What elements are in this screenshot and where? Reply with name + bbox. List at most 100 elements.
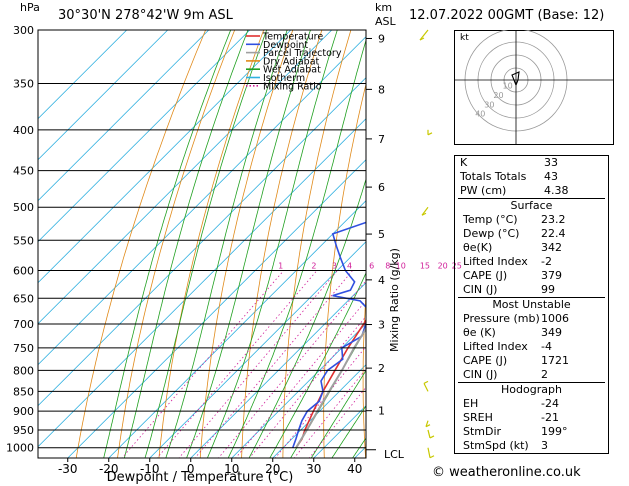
pressure-tick-label: 400 (13, 124, 34, 137)
legend-item-temperature: Temperature (262, 32, 323, 43)
km-tick-label: 1 (378, 405, 385, 418)
most-unstable-value: -4 (541, 340, 552, 353)
mixing-ratio-tick-label: 20 (438, 262, 448, 271)
legend-item-mixing-ratio: Mixing Ratio (263, 81, 322, 92)
surface-row: CAPE (J) 379 (458, 269, 605, 283)
surface-label: Lifted Index (463, 255, 528, 268)
index-label: Totals Totals (460, 170, 527, 183)
km-tick-label: 4 (378, 274, 385, 287)
datetime-title: 12.07.2022 00GMT (Base: 12) (409, 8, 605, 23)
hodo-ring-label: 30 (484, 100, 494, 109)
pressure-tick-label: 1000 (6, 442, 34, 455)
isotherm-line (38, 30, 128, 120)
series-temperature (295, 318, 366, 449)
surface-label: Dewp (°C) (463, 227, 520, 240)
hodograph-label: EH (463, 397, 479, 410)
mixing-ratio-tick-label: 4 (347, 262, 352, 271)
km-tick-label: 6 (378, 181, 385, 194)
isotherm-line (190, 282, 366, 458)
indices-table: K 33 Totals Totals 43 PW (cm) 4.38 Surface Te… (454, 155, 609, 454)
isotherm-line (38, 30, 251, 243)
wind-barb-flag (419, 37, 425, 41)
pressure-tick-label: 650 (13, 292, 34, 305)
isotherm-line (38, 30, 333, 325)
mixing-ratio-tick-label: 6 (369, 262, 374, 271)
isotherm-line (38, 77, 366, 407)
surface-row: Dewp (°C) 22.4 (458, 227, 605, 241)
dry-adiabat-line (199, 30, 294, 458)
location-title: 30°30'N 278°42'W 9m ASL (58, 8, 233, 23)
surface-block: Surface Temp (°C) 23.2 Dewp (°C) 22.4 θe(K) 3… (458, 198, 605, 297)
wet-adiabat-line (144, 30, 268, 458)
x-tick-label: 0 (187, 462, 195, 476)
dry-adiabat-line (75, 30, 206, 458)
pressure-tick-label: 300 (13, 24, 34, 37)
most-unstable-block: Most Unstable Pressure (mb) 1006 θe (K) 349… (458, 297, 605, 382)
x-tick-label: 40 (347, 462, 362, 476)
most-unstable-row: CIN (J) 2 (458, 368, 605, 382)
index-value: 33 (544, 156, 558, 169)
surface-title: Surface (510, 199, 553, 212)
surface-value: -2 (541, 255, 552, 268)
index-value: 43 (544, 170, 558, 183)
pressure-tick-label: 950 (13, 424, 34, 437)
most-unstable-row: θe (K) 349 (458, 326, 605, 340)
pressure-tick-label: 550 (13, 234, 34, 247)
most-unstable-row: Lifted Index -4 (458, 340, 605, 354)
wet-adiabat-line (186, 30, 311, 458)
pressure-tick-label: 600 (13, 265, 34, 278)
x-tick-label: -20 (99, 462, 119, 476)
mixing-ratio-line (235, 299, 366, 458)
km-tick-label: 3 (378, 319, 385, 332)
wind-barb-flag (421, 212, 427, 216)
wind-barb (427, 429, 431, 439)
km-tick-label: 2 (378, 362, 385, 375)
plot-frame (37, 29, 367, 459)
most-unstable-label: Pressure (mb) (463, 312, 540, 325)
most-unstable-value: 2 (541, 368, 548, 381)
wind-barb (423, 383, 429, 392)
isotherm-line (38, 118, 366, 448)
mixing-ratio-line (121, 270, 285, 458)
wind-barb (425, 420, 429, 427)
index-row: PW (cm) 4.38 (455, 184, 608, 198)
surface-row: Temp (°C) 23.2 (458, 213, 605, 227)
surface-label: CIN (J) (463, 283, 498, 296)
wind-barb-flag (423, 380, 429, 384)
wet-adiabat-line (123, 30, 249, 458)
wet-adiabat-line (331, 405, 366, 458)
hodograph-label: SREH (463, 411, 493, 424)
hodograph-value: -21 (541, 411, 559, 424)
pressure-tick-label: 800 (13, 364, 34, 377)
pressure-tick-label: 850 (13, 385, 34, 398)
wind-barbs (419, 29, 435, 459)
x-tick-label: 30 (306, 462, 321, 476)
hodograph-value: 199° (541, 425, 568, 438)
dry-adiabat-line (282, 30, 352, 458)
most-unstable-label: CAPE (J) (463, 354, 508, 367)
hodograph-title: Hodograph (501, 383, 562, 396)
mixing-ratio-line (293, 368, 366, 458)
hodo-trace (511, 71, 520, 86)
surface-label: Temp (°C) (463, 213, 518, 226)
legend-item-isotherm: Isotherm (263, 73, 305, 84)
pressure-tick-label: 350 (13, 77, 34, 90)
background-lines (38, 30, 438, 458)
mixing-ratio-tick-label: 15 (420, 262, 430, 271)
hodograph-row: StmSpd (kt) 3 (458, 439, 605, 453)
surface-value: 379 (541, 269, 562, 282)
x-tick-label: 20 (265, 462, 280, 476)
hodograph-row: StmDir 199° (458, 425, 605, 439)
wind-barb (419, 29, 429, 41)
wet-adiabat-line (206, 30, 338, 458)
dry-adiabat-line (362, 289, 366, 458)
most-unstable-label: Lifted Index (463, 340, 528, 353)
dry-adiabat-line (401, 30, 438, 458)
mixing-ratio-line (156, 270, 318, 458)
wet-adiabat-line (227, 38, 366, 458)
most-unstable-value: 1006 (541, 312, 569, 325)
wind-barb-flag (427, 132, 433, 136)
